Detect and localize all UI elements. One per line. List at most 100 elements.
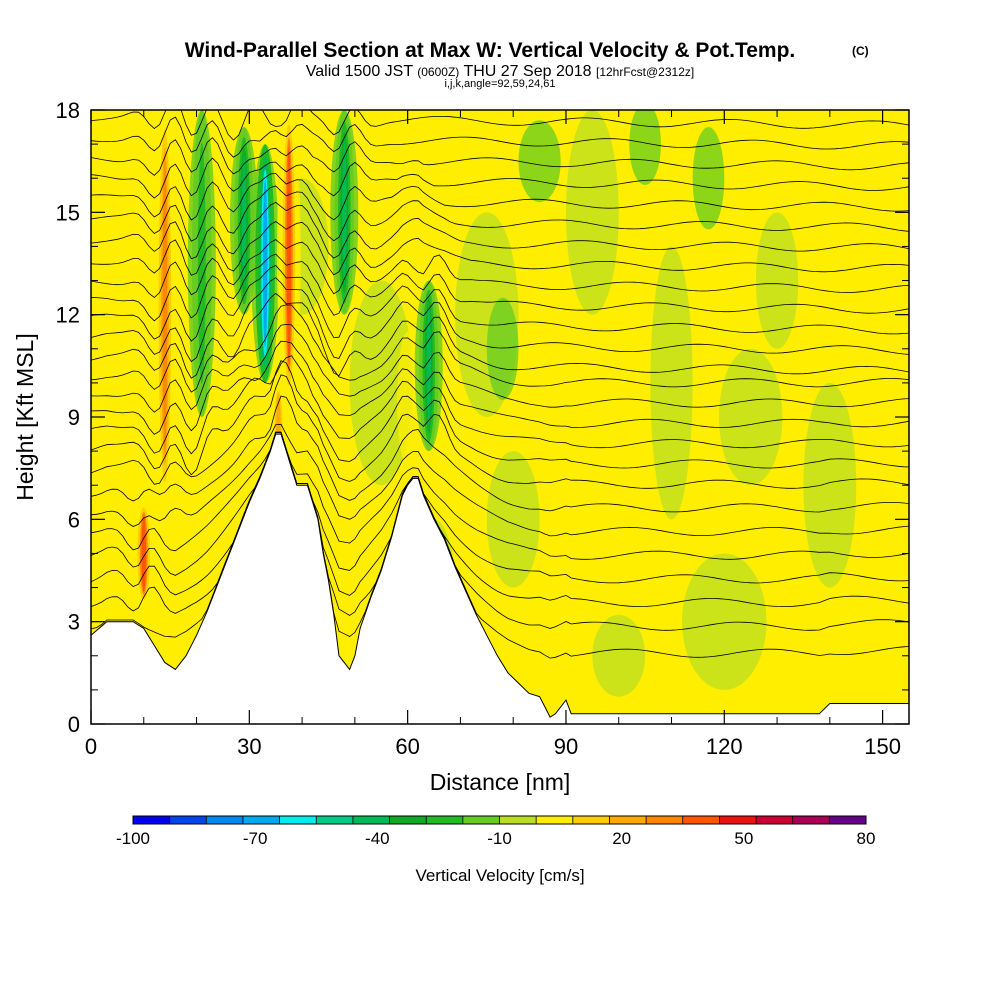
x-axis-label: Distance [nm]	[430, 769, 571, 795]
colorbar-swatch	[609, 816, 647, 824]
valid-date: THU 27 Sep 2018	[463, 63, 591, 80]
downdraft-core	[241, 155, 247, 287]
colorbar-swatch	[499, 816, 537, 824]
theta-contour	[91, 277, 909, 363]
theta-contour	[91, 355, 909, 455]
downdraft-core	[342, 140, 347, 284]
theta-contour	[91, 292, 909, 379]
colorbar-swatch	[426, 816, 464, 824]
colorbar-tick-label: 50	[734, 829, 753, 848]
colorbar-swatch	[756, 816, 794, 824]
velocity-patch	[333, 468, 376, 571]
theta-contours	[91, 110, 909, 659]
theta-contour	[91, 201, 909, 260]
colorbar-swatch	[462, 816, 500, 824]
y-tick-label: 15	[56, 200, 80, 225]
colorbar-swatch	[133, 816, 171, 824]
velocity-patch	[719, 348, 783, 486]
y-axis-label: Height [Kft MSL]	[12, 333, 38, 500]
theta-contour	[91, 239, 909, 299]
updraft-core	[286, 146, 292, 364]
downdraft-core	[262, 179, 268, 348]
theta-contour	[91, 265, 909, 342]
theta-contour	[91, 253, 909, 322]
theta-contour	[91, 157, 909, 199]
x-tick-label: 120	[706, 734, 743, 759]
colorbar-swatch	[389, 816, 427, 824]
downdraft-core	[426, 306, 431, 426]
y-tick-label: 9	[68, 405, 80, 430]
colorbar-tick-label: -70	[243, 829, 268, 848]
y-tick-label: 3	[68, 610, 80, 635]
velocity-patch	[486, 297, 519, 400]
valid-time-line: Valid 1500 JST (0600Z) THU 27 Sep 2018 […	[306, 63, 694, 80]
colorbar-tick-label: -10	[487, 829, 512, 848]
x-axis: 0 30 60 90 120 150	[85, 110, 901, 759]
valid-utc: (0600Z)	[417, 65, 459, 79]
colorbar-swatch	[829, 816, 867, 824]
theta-contour	[91, 116, 909, 158]
theta-contour	[91, 431, 909, 560]
velocity-patch	[486, 451, 540, 588]
colorbar-swatch	[206, 816, 244, 824]
velocity-patch	[682, 553, 767, 690]
theta-contour	[91, 110, 909, 141]
theta-contour	[91, 185, 909, 242]
theta-contour	[91, 221, 909, 276]
theta-contour	[91, 374, 909, 489]
velocity-patch	[629, 110, 661, 186]
colorbar-label: Vertical Velocity [cm/s]	[415, 866, 584, 885]
colorbar-swatch	[316, 816, 354, 824]
colorbar-swatch	[242, 816, 281, 824]
velocity-patch	[592, 614, 646, 697]
velocity-patch	[803, 382, 857, 588]
y-axis: 0 3 6 9 12 15 18	[56, 98, 909, 737]
theta-contour	[91, 304, 909, 393]
y-tick-label: 12	[56, 303, 80, 328]
theta-contour	[91, 360, 909, 476]
colorbar-tick-label: 20	[612, 829, 631, 848]
colorbar-swatch	[719, 816, 757, 824]
velocity-patch	[518, 120, 561, 203]
plot-area	[91, 110, 909, 724]
theta-contour	[91, 431, 909, 608]
velocity-patch	[650, 246, 693, 520]
colorbar-tick-label: 80	[857, 829, 876, 848]
copyright-mark: (C)	[852, 44, 869, 58]
theta-contour	[91, 395, 909, 513]
colorbar-swatch	[536, 816, 574, 824]
colorbar-swatch	[352, 816, 391, 824]
velocity-patch	[755, 212, 799, 349]
colorbar-tick-label: -40	[365, 829, 390, 848]
velocity-patch	[692, 127, 725, 230]
velocity-patch	[840, 638, 883, 707]
x-tick-label: 90	[554, 734, 578, 759]
valid-time: Valid 1500 JST	[306, 63, 414, 80]
velocity-patch	[349, 280, 413, 486]
y-tick-label: 0	[68, 712, 80, 737]
colorbar-swatch	[682, 816, 720, 824]
colorbar-swatch	[572, 816, 610, 824]
theta-contour	[91, 323, 909, 413]
theta-contour	[91, 423, 909, 537]
x-tick-label: 30	[237, 734, 261, 759]
velocity-patch	[397, 331, 419, 469]
theta-contour	[91, 431, 909, 584]
theta-contour	[91, 137, 909, 176]
x-tick-label: 60	[395, 734, 419, 759]
x-tick-label: 150	[864, 734, 901, 759]
forecast-info: [12hrFcst@2312z]	[596, 65, 694, 79]
x-tick-label: 0	[85, 734, 97, 759]
theta-contour	[91, 172, 909, 221]
theta-contour	[91, 431, 909, 631]
chart-title: Wind-Parallel Section at Max W: Vertical…	[185, 39, 796, 62]
velocity-patch	[565, 110, 619, 315]
colorbar-swatch	[169, 816, 207, 824]
grid-indices: i,j,k,angle=92,59,24,61	[444, 78, 555, 90]
terrain	[91, 433, 909, 724]
y-tick-label: 18	[56, 98, 80, 123]
theta-contour	[91, 340, 909, 435]
colorbar-swatch	[279, 816, 317, 824]
colorbar-tick-label: -100	[116, 829, 150, 848]
